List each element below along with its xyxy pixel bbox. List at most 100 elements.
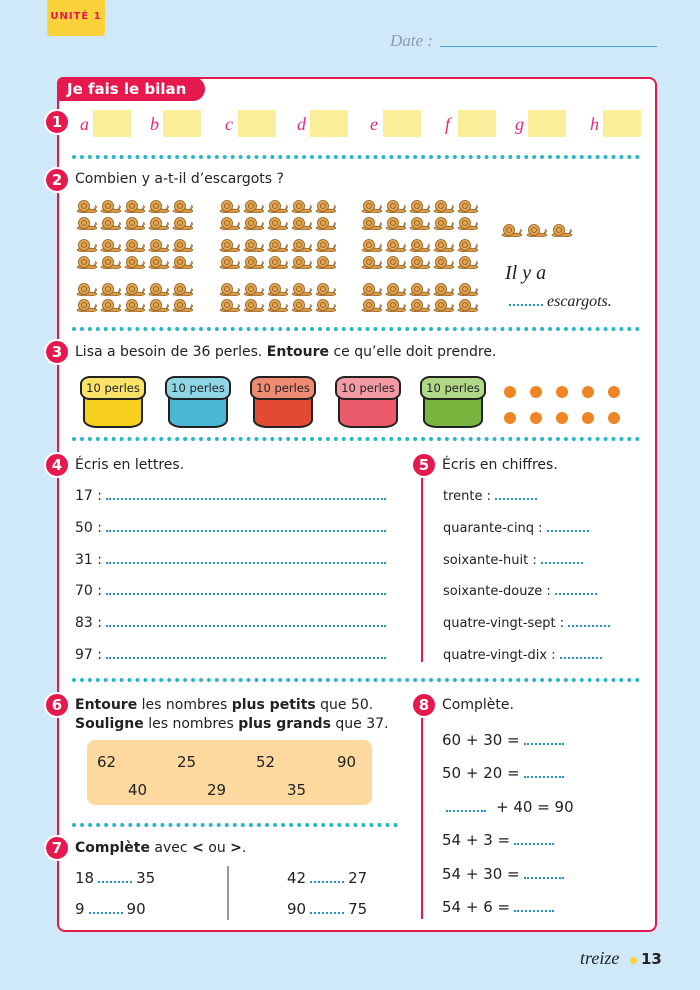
snail: [457, 283, 479, 297]
snail-shell: [221, 200, 233, 212]
snail: [433, 217, 455, 231]
pot-body: [253, 396, 313, 428]
snail: [433, 256, 455, 270]
snail-antenna: [236, 287, 241, 294]
item-label: 70 :: [75, 583, 102, 600]
snail-spiral: [105, 286, 111, 292]
snail-antenna: [165, 204, 170, 211]
snail-antenna: [189, 260, 194, 267]
snail-icon: [384, 215, 407, 231]
snail: [219, 200, 241, 214]
snail-spiral: [366, 259, 372, 265]
snail-antenna: [402, 260, 407, 267]
bead: [556, 386, 568, 398]
snail-icon: [314, 281, 337, 297]
item-label: quarante-cinq :: [443, 520, 543, 536]
snail-icon: [242, 198, 265, 214]
snail-antenna: [332, 204, 337, 211]
snail-spiral: [390, 286, 396, 292]
snail: [361, 299, 383, 313]
snail-shell: [245, 299, 257, 311]
snail-antenna: [308, 243, 313, 250]
snail: [315, 256, 337, 270]
answer-blank: [540, 552, 583, 564]
snail: [409, 256, 431, 270]
snail-spiral: [296, 259, 302, 265]
snail-icon: [456, 254, 479, 270]
snail: [457, 239, 479, 253]
snail-antenna: [117, 260, 122, 267]
snail-shell: [245, 217, 257, 229]
comparison: 90 75: [287, 900, 367, 918]
snail-icon: [432, 281, 455, 297]
snail-spiral: [506, 227, 512, 233]
snail-antenna: [141, 243, 146, 250]
item-label: 83 :: [75, 615, 102, 632]
item-label: quatre-vingt-sept :: [443, 616, 565, 632]
snail-shell: [102, 239, 114, 251]
snail-icon: [290, 237, 313, 253]
letter-box: [603, 110, 641, 137]
snail-icon: [384, 281, 407, 297]
snail-icon: [456, 215, 479, 231]
snail-icon: [266, 281, 289, 297]
snail-icon: [290, 254, 313, 270]
snail-spiral: [81, 286, 87, 292]
answer-blank: [523, 733, 564, 745]
exercise-number: 5: [411, 452, 437, 478]
snail-shell: [459, 256, 471, 268]
snail: [267, 200, 289, 214]
snail-antenna: [474, 204, 479, 211]
snail-shell: [126, 239, 138, 251]
cursive-letter: c: [225, 114, 233, 134]
item-label: quatre-vingt-dix :: [443, 648, 556, 663]
snail: [361, 239, 383, 253]
snail-spiral: [462, 302, 468, 308]
snail-icon: [99, 237, 122, 253]
snail-antenna: [117, 243, 122, 250]
snail-spiral: [272, 286, 278, 292]
snail-antenna: [260, 303, 265, 310]
snail-icon: [75, 297, 98, 313]
bead: [556, 412, 568, 424]
item-label: soixante-douze :: [443, 584, 551, 600]
equation: 60 + 30 =: [442, 731, 568, 749]
snail-antenna: [426, 260, 431, 267]
snail-icon: [456, 281, 479, 297]
item-label: 97 :: [75, 647, 102, 663]
snail-antenna: [308, 221, 313, 228]
snail-shell: [387, 239, 399, 251]
snail-icon: [360, 254, 383, 270]
snail: [219, 299, 241, 313]
snail-spiral: [296, 220, 302, 226]
left-number: 42: [287, 869, 307, 887]
snail-antenna: [93, 303, 98, 310]
snail-icon: [360, 198, 383, 214]
equation: + 40 = 90: [442, 798, 574, 816]
text-part: les nombres: [143, 716, 239, 732]
snail: [267, 299, 289, 313]
snail-shell: [269, 200, 281, 212]
answer-blank: [98, 871, 133, 883]
item-row: quatre-vingt-dix :: [443, 647, 606, 663]
snail-antenna: [284, 303, 289, 310]
snail-spiral: [81, 242, 87, 248]
bead: [504, 412, 516, 424]
snail-shell: [245, 239, 257, 251]
snail: [243, 299, 265, 313]
snail-antenna: [260, 260, 265, 267]
snail-icon: [242, 297, 265, 313]
snail-icon: [314, 237, 337, 253]
snail-icon: [147, 198, 170, 214]
snail-antenna: [189, 243, 194, 250]
snail-spiral: [366, 286, 372, 292]
snail-spiral: [366, 242, 372, 248]
snail-shell: [363, 239, 375, 251]
snail-antenna: [189, 204, 194, 211]
snail-spiral: [390, 302, 396, 308]
snail: [124, 239, 146, 253]
snail: [243, 217, 265, 231]
answer-end: escargots.: [547, 293, 612, 310]
cursive-letter: f: [445, 114, 451, 134]
pot-body: [83, 396, 143, 428]
